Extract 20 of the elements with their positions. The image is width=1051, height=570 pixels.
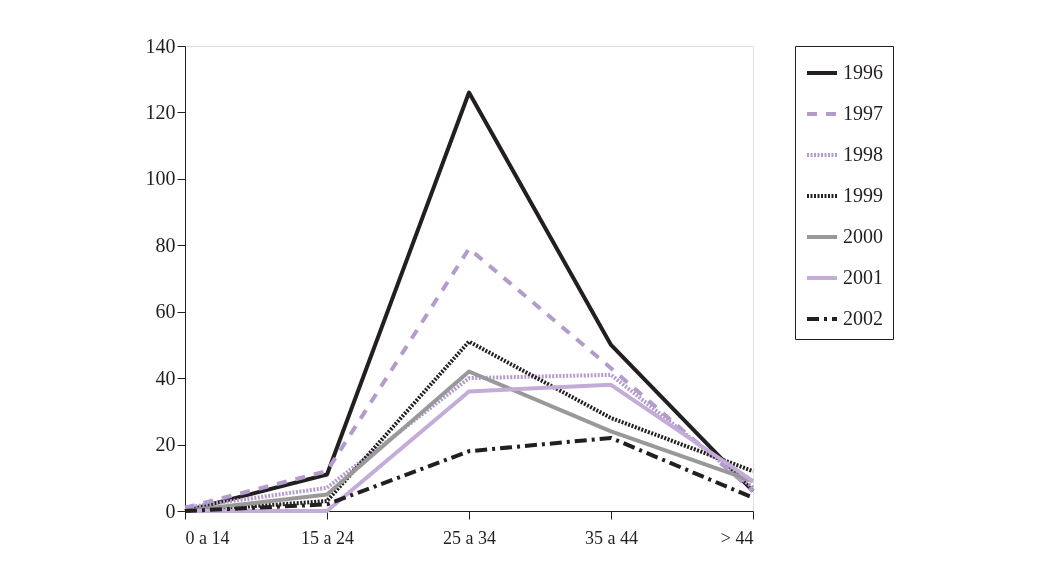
- legend-label: 2001: [843, 266, 883, 288]
- y-tick-label: 0: [165, 499, 176, 522]
- legend-label: 2002: [843, 307, 883, 329]
- x-tick-label: 0 a 14: [185, 527, 230, 548]
- y-tick-label: 100: [145, 167, 176, 190]
- y-tick-label: 40: [155, 366, 176, 389]
- legend-label: 2000: [843, 225, 883, 247]
- legend-label: 1997: [843, 102, 883, 124]
- legend-label: 1998: [843, 143, 883, 165]
- x-tick-label: > 44: [720, 527, 754, 548]
- x-tick-label: 25 a 34: [443, 527, 496, 548]
- y-tick-label: 140: [145, 34, 176, 57]
- y-tick-label: 120: [145, 100, 176, 123]
- y-tick-label: 60: [155, 300, 176, 323]
- y-tick-label: 20: [155, 433, 176, 456]
- x-tick-label: 15 a 24: [301, 527, 354, 548]
- x-tick-label: 35 a 44: [585, 527, 638, 548]
- legend-label: 1996: [843, 61, 883, 83]
- y-tick-label: 80: [155, 233, 176, 256]
- legend-label: 1999: [843, 184, 883, 206]
